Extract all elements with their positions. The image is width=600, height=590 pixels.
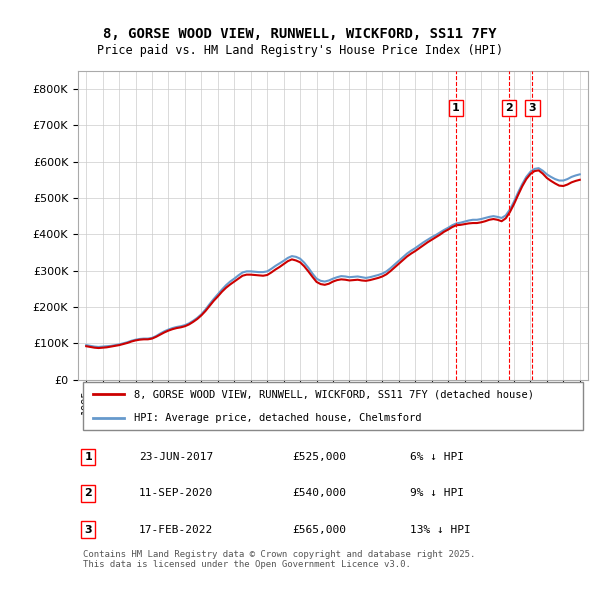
Text: 2: 2	[505, 103, 513, 113]
Text: HPI: Average price, detached house, Chelmsford: HPI: Average price, detached house, Chel…	[134, 413, 422, 423]
Text: 1: 1	[452, 103, 460, 113]
Text: 8, GORSE WOOD VIEW, RUNWELL, WICKFORD, SS11 7FY (detached house): 8, GORSE WOOD VIEW, RUNWELL, WICKFORD, S…	[134, 389, 534, 399]
Text: 1: 1	[85, 452, 92, 462]
Text: £540,000: £540,000	[292, 489, 346, 499]
Text: 13% ↓ HPI: 13% ↓ HPI	[409, 525, 470, 535]
Text: 6% ↓ HPI: 6% ↓ HPI	[409, 452, 464, 462]
Text: 8, GORSE WOOD VIEW, RUNWELL, WICKFORD, SS11 7FY: 8, GORSE WOOD VIEW, RUNWELL, WICKFORD, S…	[103, 27, 497, 41]
Text: 2: 2	[85, 489, 92, 499]
Text: 3: 3	[529, 103, 536, 113]
Text: 3: 3	[85, 525, 92, 535]
Text: Price paid vs. HM Land Registry's House Price Index (HPI): Price paid vs. HM Land Registry's House …	[97, 44, 503, 57]
Text: 23-JUN-2017: 23-JUN-2017	[139, 452, 214, 462]
Text: £565,000: £565,000	[292, 525, 346, 535]
Text: 17-FEB-2022: 17-FEB-2022	[139, 525, 214, 535]
Text: 9% ↓ HPI: 9% ↓ HPI	[409, 489, 464, 499]
Text: 11-SEP-2020: 11-SEP-2020	[139, 489, 214, 499]
Text: £525,000: £525,000	[292, 452, 346, 462]
Text: Contains HM Land Registry data © Crown copyright and database right 2025.
This d: Contains HM Land Registry data © Crown c…	[83, 550, 475, 569]
FancyBboxPatch shape	[83, 382, 583, 430]
